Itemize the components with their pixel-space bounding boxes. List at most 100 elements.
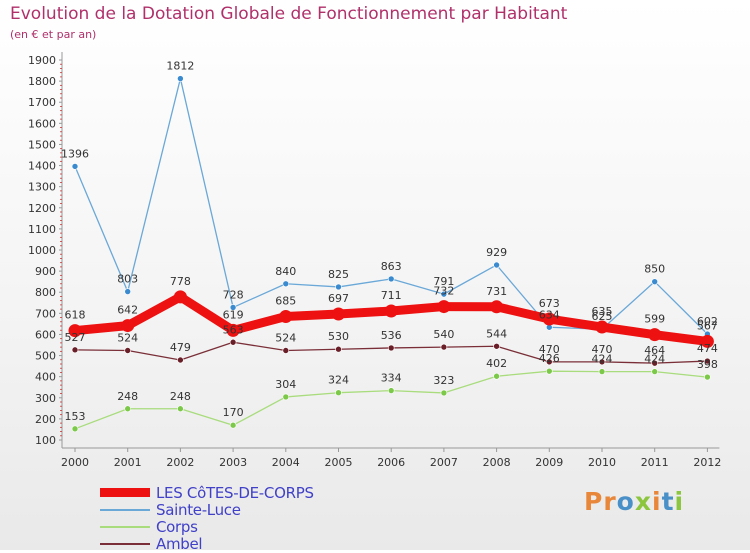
data-label: 732 xyxy=(433,285,454,298)
legend-label: Ambel xyxy=(156,535,203,553)
data-point xyxy=(68,324,82,338)
data-point xyxy=(71,163,79,170)
data-point xyxy=(177,356,184,364)
data-label: 464 xyxy=(644,344,665,357)
data-point xyxy=(437,300,451,314)
y-tick-label: 1700 xyxy=(28,96,56,109)
x-tick-label: 2002 xyxy=(166,456,194,469)
data-point xyxy=(387,344,395,352)
series-corps xyxy=(71,367,711,433)
data-labels: 1396 803 1812 728 840 825 863 791 929 634 625 850 60… xyxy=(61,60,718,423)
y-tick-label: 600 xyxy=(35,328,56,341)
series-ambel xyxy=(71,338,711,367)
data-point xyxy=(71,425,79,433)
data-label: 602 xyxy=(697,315,718,328)
legend-swatch xyxy=(100,488,150,497)
data-point xyxy=(651,368,659,375)
data-label: 803 xyxy=(117,273,138,286)
y-tick-label: 1000 xyxy=(28,244,56,257)
data-label: 323 xyxy=(433,374,454,387)
data-point xyxy=(598,358,606,366)
x-tick-label: 2008 xyxy=(483,456,511,469)
logo-letter: o xyxy=(616,487,635,516)
data-label: 618 xyxy=(65,309,86,322)
data-label: 850 xyxy=(644,263,665,276)
data-point xyxy=(387,387,395,394)
data-label: 711 xyxy=(381,289,402,302)
y-tick-label: 1300 xyxy=(28,181,56,194)
data-label: 402 xyxy=(486,357,507,370)
y-tick-label: 500 xyxy=(35,350,56,363)
x-tick-label: 2006 xyxy=(377,456,405,469)
data-point xyxy=(229,304,237,311)
logo-letter: r xyxy=(603,487,617,516)
data-point xyxy=(545,358,553,366)
data-label: 524 xyxy=(275,331,296,344)
data-label: 685 xyxy=(275,295,296,308)
data-label: 474 xyxy=(697,342,718,355)
data-point xyxy=(651,359,659,367)
data-label: 524 xyxy=(117,331,138,344)
data-label: 398 xyxy=(697,358,718,371)
data-point xyxy=(229,338,237,346)
logo-letter: x xyxy=(634,487,652,516)
data-label: 424 xyxy=(592,353,613,366)
data-point xyxy=(704,357,711,365)
data-point xyxy=(387,275,395,283)
data-label: 619 xyxy=(223,308,244,321)
x-tick-label: 2007 xyxy=(430,456,458,469)
data-label: 929 xyxy=(486,246,507,259)
y-tick-label: 800 xyxy=(35,286,56,299)
x-tick-label: 2010 xyxy=(588,456,616,469)
logo-letter: i xyxy=(674,487,685,516)
legend-label: Sainte-Luce xyxy=(156,501,241,519)
data-point xyxy=(440,290,448,298)
data-point xyxy=(493,261,500,269)
series-layer xyxy=(68,75,714,433)
data-point xyxy=(595,320,609,334)
y-tick-label: 700 xyxy=(35,307,56,320)
data-point xyxy=(651,278,659,285)
data-label: 426 xyxy=(539,352,560,365)
y-tick-label: 300 xyxy=(35,392,56,405)
data-label: 1812 xyxy=(166,60,194,73)
data-label: 625 xyxy=(592,310,613,323)
x-tick-label: 2000 xyxy=(61,456,89,469)
data-label: 840 xyxy=(275,265,296,278)
x-tick-label: 2001 xyxy=(114,456,142,469)
data-point xyxy=(177,75,184,82)
y-tick-label: 1400 xyxy=(28,160,56,173)
data-point xyxy=(229,421,237,429)
data-point xyxy=(440,389,448,397)
data-label: 599 xyxy=(644,313,665,326)
data-label: 778 xyxy=(170,275,191,288)
data-label: 153 xyxy=(65,410,86,423)
data-point xyxy=(332,307,345,321)
data-label: 424 xyxy=(644,353,665,366)
legend-swatch xyxy=(100,509,150,511)
logo-letter: P xyxy=(584,487,604,516)
data-label: 304 xyxy=(275,378,296,391)
data-label: 540 xyxy=(433,328,454,341)
data-label: 642 xyxy=(117,304,138,317)
data-label: 170 xyxy=(223,406,244,419)
chart-subtitle: (en € et par an) xyxy=(10,28,97,41)
data-point xyxy=(282,280,290,288)
data-point xyxy=(545,367,553,375)
legend-label: Corps xyxy=(156,518,198,536)
data-label: 791 xyxy=(433,275,454,288)
data-label: 536 xyxy=(381,329,402,342)
data-point xyxy=(124,405,131,413)
y-tick-label: 900 xyxy=(35,265,56,278)
legend-swatch xyxy=(100,526,150,528)
data-label: 697 xyxy=(328,292,349,305)
data-point xyxy=(173,290,187,304)
data-point xyxy=(124,347,131,354)
data-label: 479 xyxy=(170,341,191,354)
data-point xyxy=(71,346,79,354)
data-point xyxy=(124,288,131,295)
y-tick-label: 100 xyxy=(35,434,56,447)
data-point xyxy=(335,345,342,353)
data-point xyxy=(282,393,290,401)
